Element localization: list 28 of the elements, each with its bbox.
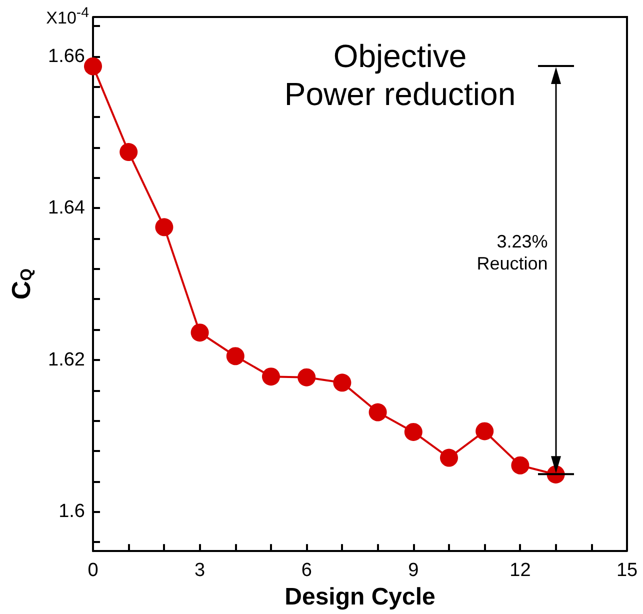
y-tick-label: 1.66 — [48, 46, 85, 67]
point — [190, 324, 209, 342]
x-tick-label: 12 — [510, 560, 531, 582]
point — [368, 403, 387, 422]
text: X10$^{-4}$ — [46, 4, 89, 29]
x-tick-label: 3 — [194, 560, 206, 582]
point — [84, 57, 102, 76]
annotation: 3.23% Reuction — [476, 231, 548, 274]
text: Objective Power reduction — [284, 38, 516, 112]
y-tick-label: 1.62 — [48, 349, 85, 370]
x-tick-label: 0 — [88, 560, 98, 582]
point — [404, 422, 422, 441]
x-tick-label: 9 — [408, 560, 419, 582]
point — [511, 456, 530, 474]
x-tick-label: 6 — [301, 560, 312, 582]
point — [476, 422, 494, 440]
point — [155, 218, 174, 236]
x-axis-title: Design Cycle — [284, 584, 436, 610]
point — [226, 347, 244, 366]
point — [333, 374, 352, 392]
point — [440, 448, 458, 467]
y-tick-label: 1.6 — [58, 501, 85, 522]
y-axis-title: CQ — [6, 268, 36, 300]
y-tick-label: 1.64 — [48, 198, 86, 219]
point — [298, 368, 316, 386]
point — [120, 143, 138, 162]
x-tick-label: 15 — [616, 560, 638, 582]
point — [262, 368, 280, 386]
